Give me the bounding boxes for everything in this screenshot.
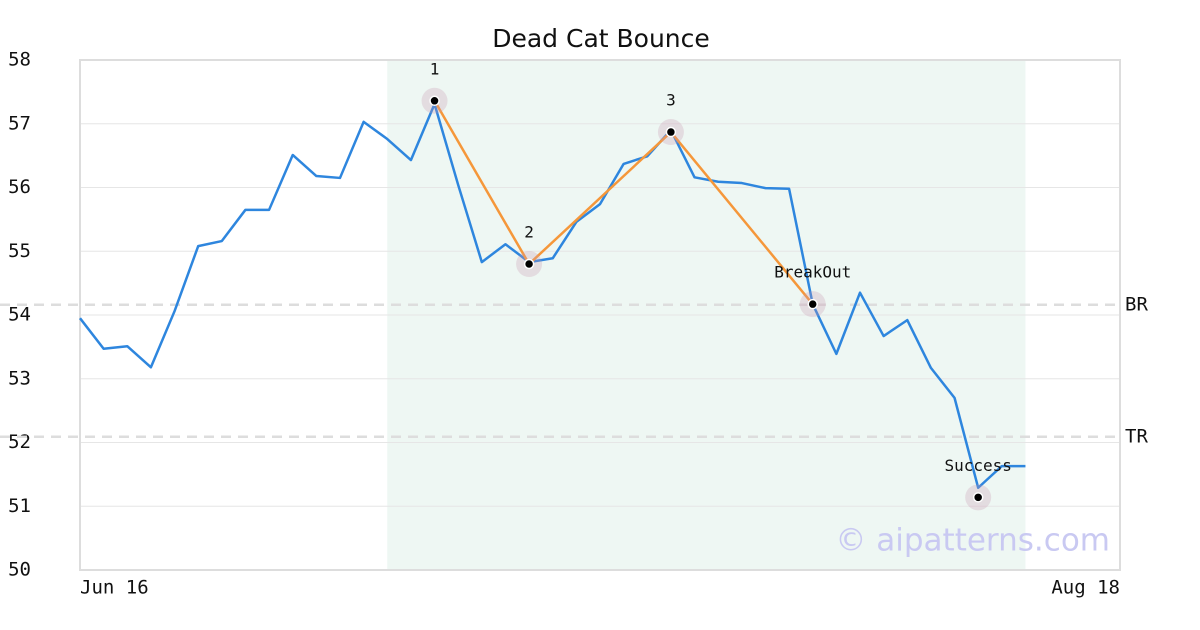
point-label: BreakOut xyxy=(774,263,851,282)
chart-title: Dead Cat Bounce xyxy=(492,24,710,53)
point-label: 2 xyxy=(524,223,534,242)
point-dot xyxy=(523,258,535,270)
point-dot xyxy=(972,492,984,503)
point-dot xyxy=(807,298,818,310)
y-tick-label: 54 xyxy=(8,304,31,326)
level-label: TR xyxy=(1125,425,1148,447)
watermark: © aipatterns.com xyxy=(835,523,1110,559)
point-label: 3 xyxy=(666,91,676,110)
y-tick-label: 53 xyxy=(8,367,31,389)
series-line xyxy=(79,102,1026,490)
y-tick-label: 57 xyxy=(8,112,31,134)
x-tick-label: Jun 16 xyxy=(80,577,149,599)
y-tick-label: 51 xyxy=(8,495,31,517)
y-tick-label: 55 xyxy=(8,240,31,262)
level-label: BR xyxy=(1125,293,1148,315)
y-tick-label: 58 xyxy=(8,49,31,71)
pattern-line xyxy=(433,100,814,305)
plot-frame xyxy=(79,59,1121,571)
point-dot xyxy=(665,126,677,138)
point-dot xyxy=(429,95,440,107)
y-tick-label: 52 xyxy=(8,431,31,453)
point-label: Success xyxy=(944,456,1011,475)
y-tick-label: 50 xyxy=(8,559,31,581)
y-tick-label: 56 xyxy=(8,176,31,198)
x-tick-label: Aug 18 xyxy=(1051,577,1120,599)
point-label: 1 xyxy=(430,59,440,78)
